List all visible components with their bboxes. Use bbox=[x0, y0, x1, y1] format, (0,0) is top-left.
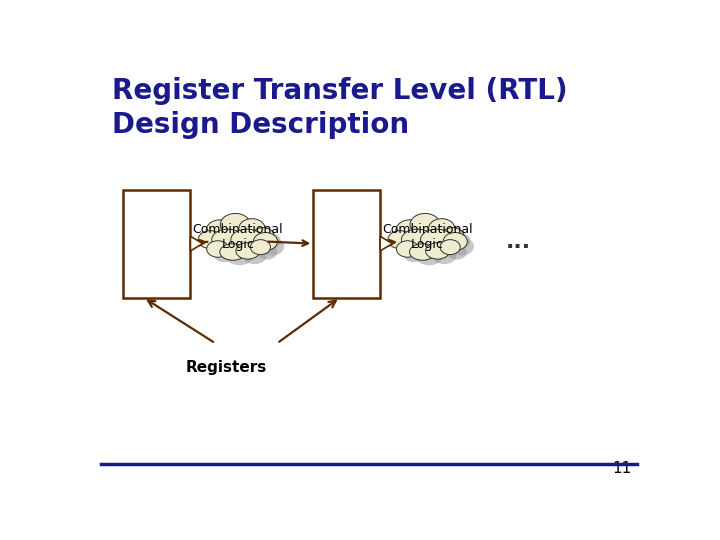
Ellipse shape bbox=[220, 213, 251, 236]
Text: 11: 11 bbox=[612, 462, 631, 476]
Ellipse shape bbox=[213, 225, 241, 246]
Ellipse shape bbox=[402, 229, 433, 250]
Ellipse shape bbox=[427, 234, 459, 255]
Ellipse shape bbox=[395, 235, 419, 254]
Ellipse shape bbox=[441, 228, 464, 244]
Ellipse shape bbox=[253, 233, 277, 251]
Ellipse shape bbox=[243, 248, 266, 264]
Ellipse shape bbox=[205, 235, 229, 254]
Bar bbox=[124, 190, 190, 298]
Ellipse shape bbox=[220, 244, 246, 260]
Text: Register Transfer Level (RTL)
Design Description: Register Transfer Level (RTL) Design Des… bbox=[112, 77, 568, 139]
Ellipse shape bbox=[260, 238, 284, 255]
Polygon shape bbox=[190, 237, 203, 251]
Ellipse shape bbox=[206, 220, 234, 241]
Bar bbox=[313, 190, 380, 298]
Polygon shape bbox=[380, 237, 392, 251]
Ellipse shape bbox=[236, 242, 260, 259]
Ellipse shape bbox=[420, 229, 453, 250]
Ellipse shape bbox=[428, 219, 455, 238]
Ellipse shape bbox=[213, 246, 235, 262]
Text: Combinational
Logic: Combinational Logic bbox=[192, 224, 283, 251]
Ellipse shape bbox=[417, 219, 447, 241]
Ellipse shape bbox=[227, 249, 253, 265]
Text: Registers: Registers bbox=[186, 360, 267, 375]
Ellipse shape bbox=[449, 233, 470, 249]
Ellipse shape bbox=[416, 249, 442, 265]
Ellipse shape bbox=[408, 234, 441, 255]
Ellipse shape bbox=[388, 231, 412, 248]
Text: Combinational
Logic: Combinational Logic bbox=[382, 224, 473, 251]
Ellipse shape bbox=[198, 231, 222, 248]
Ellipse shape bbox=[403, 246, 426, 262]
Ellipse shape bbox=[212, 229, 244, 250]
Ellipse shape bbox=[426, 242, 450, 259]
Ellipse shape bbox=[410, 244, 436, 260]
Ellipse shape bbox=[402, 225, 431, 246]
Ellipse shape bbox=[239, 219, 265, 238]
Ellipse shape bbox=[238, 234, 270, 255]
Ellipse shape bbox=[440, 240, 460, 255]
Ellipse shape bbox=[258, 233, 281, 249]
Ellipse shape bbox=[450, 238, 474, 255]
Ellipse shape bbox=[252, 228, 274, 244]
Ellipse shape bbox=[396, 220, 424, 241]
Ellipse shape bbox=[246, 224, 271, 243]
Ellipse shape bbox=[397, 241, 418, 257]
Text: ...: ... bbox=[505, 232, 531, 252]
Ellipse shape bbox=[227, 219, 257, 241]
Ellipse shape bbox=[207, 241, 229, 257]
Ellipse shape bbox=[231, 229, 263, 250]
Ellipse shape bbox=[251, 240, 271, 255]
Ellipse shape bbox=[257, 245, 277, 260]
Ellipse shape bbox=[443, 233, 467, 251]
Ellipse shape bbox=[410, 213, 440, 236]
Ellipse shape bbox=[436, 224, 462, 243]
Ellipse shape bbox=[432, 248, 456, 264]
Ellipse shape bbox=[447, 245, 467, 260]
Ellipse shape bbox=[218, 234, 251, 255]
